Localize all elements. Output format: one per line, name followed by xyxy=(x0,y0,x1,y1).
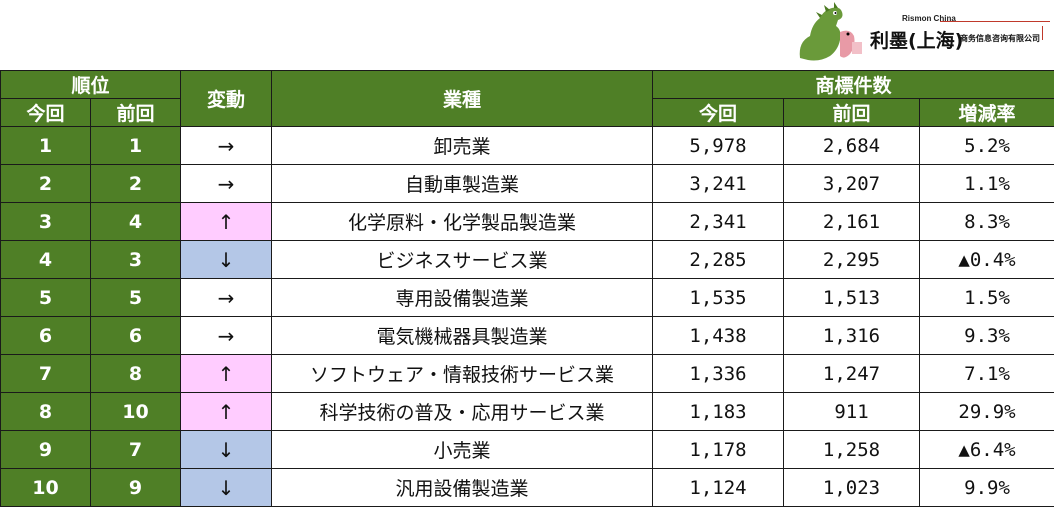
rank-current-cell: 3 xyxy=(0,202,91,241)
header-trademark-count: 商標件数 xyxy=(652,70,1054,99)
company-logo: Rismon China 利墨(上海) 商务信息咨询有限公司 xyxy=(790,2,1054,66)
table-row: 6 6 → 電気機械器具製造業 1,438 1,316 9.3% xyxy=(0,316,1054,355)
ranking-table: 順位 変動 業種 商標件数 今回 前回 今回 前回 増減率 1 1 → 卸売業 5,97… xyxy=(0,70,1054,507)
dinosaur-mascot-icon xyxy=(799,2,862,61)
rank-previous-cell: 5 xyxy=(89,278,182,317)
change-cell: ↓ xyxy=(180,468,273,507)
tm-current-cell: 1,178 xyxy=(652,430,785,469)
tm-previous-cell: 1,513 xyxy=(783,278,921,317)
rate-cell: 7.1% xyxy=(919,354,1054,393)
tm-current-cell: 2,341 xyxy=(652,202,785,241)
industry-cell: ソフトウェア・情報技術サービス業 xyxy=(271,354,654,393)
tm-current-cell: 1,438 xyxy=(652,316,785,355)
table-row: 1 1 → 卸売業 5,978 2,684 5.2% xyxy=(0,126,1054,165)
table-row: 2 2 → 自動車製造業 3,241 3,207 1.1% xyxy=(0,164,1054,203)
table-row: 3 4 ↑ 化学原料・化学製品製造業 2,341 2,161 8.3% xyxy=(0,202,1054,241)
tm-current-cell: 5,978 xyxy=(652,126,785,165)
change-cell: ↑ xyxy=(180,354,273,393)
rate-cell: ▲6.4% xyxy=(919,430,1054,469)
logo-divider xyxy=(940,21,1050,22)
rate-cell: 8.3% xyxy=(919,202,1054,241)
table-row: 9 7 ↓ 小売業 1,178 1,258 ▲6.4% xyxy=(0,430,1054,469)
industry-cell: 化学原料・化学製品製造業 xyxy=(271,202,654,241)
tm-current-cell: 1,336 xyxy=(652,354,785,393)
table-row: 4 3 ↓ ビジネスサービス業 2,285 2,295 ▲0.4% xyxy=(0,240,1054,279)
industry-cell: 専用設備製造業 xyxy=(271,278,654,317)
tm-previous-cell: 1,247 xyxy=(783,354,921,393)
tm-current-cell: 2,285 xyxy=(652,240,785,279)
logo-brand-cn: 利墨(上海) xyxy=(870,30,964,52)
change-cell: → xyxy=(180,126,273,165)
rate-cell: 9.9% xyxy=(919,468,1054,507)
industry-cell: ビジネスサービス業 xyxy=(271,240,654,279)
table-row: 7 8 ↑ ソフトウェア・情報技術サービス業 1,336 1,247 7.1% xyxy=(0,354,1054,393)
change-cell: ↑ xyxy=(180,202,273,241)
change-cell: → xyxy=(180,164,273,203)
tm-previous-cell: 2,161 xyxy=(783,202,921,241)
rate-cell: 1.5% xyxy=(919,278,1054,317)
tm-previous-cell: 2,684 xyxy=(783,126,921,165)
rank-previous-cell: 8 xyxy=(89,354,182,393)
rank-previous-cell: 7 xyxy=(89,430,182,469)
rank-previous-cell: 9 xyxy=(89,468,182,507)
change-cell: ↑ xyxy=(180,392,273,431)
header-industry: 業種 xyxy=(271,70,654,127)
rank-current-cell: 5 xyxy=(0,278,91,317)
industry-cell: 卸売業 xyxy=(271,126,654,165)
tm-current-cell: 1,183 xyxy=(652,392,785,431)
rank-previous-cell: 2 xyxy=(89,164,182,203)
rate-cell: 29.9% xyxy=(919,392,1054,431)
header-change: 変動 xyxy=(180,70,273,127)
rank-previous-cell: 10 xyxy=(89,392,182,431)
tm-previous-cell: 911 xyxy=(783,392,921,431)
rank-current-cell: 6 xyxy=(0,316,91,355)
change-cell: ↓ xyxy=(180,430,273,469)
rank-current-cell: 7 xyxy=(0,354,91,393)
tm-current-cell: 1,535 xyxy=(652,278,785,317)
industry-cell: 小売業 xyxy=(271,430,654,469)
rate-cell: 1.1% xyxy=(919,164,1054,203)
rank-current-cell: 4 xyxy=(0,240,91,279)
table-row: 8 10 ↑ 科学技術の普及・応用サービス業 1,183 911 29.9% xyxy=(0,392,1054,431)
industry-cell: 自動車製造業 xyxy=(271,164,654,203)
rate-cell: 9.3% xyxy=(919,316,1054,355)
header-rate: 増減率 xyxy=(919,98,1054,127)
tm-previous-cell: 1,023 xyxy=(783,468,921,507)
header-tm-current: 今回 xyxy=(652,98,785,127)
rank-previous-cell: 3 xyxy=(89,240,182,279)
header-rank-current: 今回 xyxy=(0,98,91,127)
rank-current-cell: 9 xyxy=(0,430,91,469)
industry-cell: 科学技術の普及・応用サービス業 xyxy=(271,392,654,431)
rank-current-cell: 8 xyxy=(0,392,91,431)
tm-previous-cell: 1,316 xyxy=(783,316,921,355)
header-rank-previous: 前回 xyxy=(89,98,182,127)
logo-brand-en: Rismon China xyxy=(902,14,956,23)
tm-previous-cell: 3,207 xyxy=(783,164,921,203)
change-cell: → xyxy=(180,278,273,317)
rate-cell: ▲0.4% xyxy=(919,240,1054,279)
header-tm-previous: 前回 xyxy=(783,98,921,127)
rank-current-cell: 10 xyxy=(0,468,91,507)
table-row: 10 9 ↓ 汎用設備製造業 1,124 1,023 9.9% xyxy=(0,468,1054,507)
rank-previous-cell: 1 xyxy=(89,126,182,165)
rank-previous-cell: 4 xyxy=(89,202,182,241)
table-row: 5 5 → 専用設備製造業 1,535 1,513 1.5% xyxy=(0,278,1054,317)
industry-cell: 電気機械器具製造業 xyxy=(271,316,654,355)
logo-divider-tick xyxy=(1042,26,1043,40)
rank-previous-cell: 6 xyxy=(89,316,182,355)
change-cell: → xyxy=(180,316,273,355)
rank-current-cell: 1 xyxy=(0,126,91,165)
logo-brand-sub: 商务信息咨询有限公司 xyxy=(960,34,1040,43)
industry-cell: 汎用設備製造業 xyxy=(271,468,654,507)
rank-current-cell: 2 xyxy=(0,164,91,203)
tm-previous-cell: 1,258 xyxy=(783,430,921,469)
tm-current-cell: 3,241 xyxy=(652,164,785,203)
tm-previous-cell: 2,295 xyxy=(783,240,921,279)
tm-current-cell: 1,124 xyxy=(652,468,785,507)
change-cell: ↓ xyxy=(180,240,273,279)
header-rank: 順位 xyxy=(0,70,182,99)
rate-cell: 5.2% xyxy=(919,126,1054,165)
table-body: 1 1 → 卸売業 5,978 2,684 5.2% 2 2 → 自動車製造業 3,241 3,207 1… xyxy=(0,126,1054,507)
